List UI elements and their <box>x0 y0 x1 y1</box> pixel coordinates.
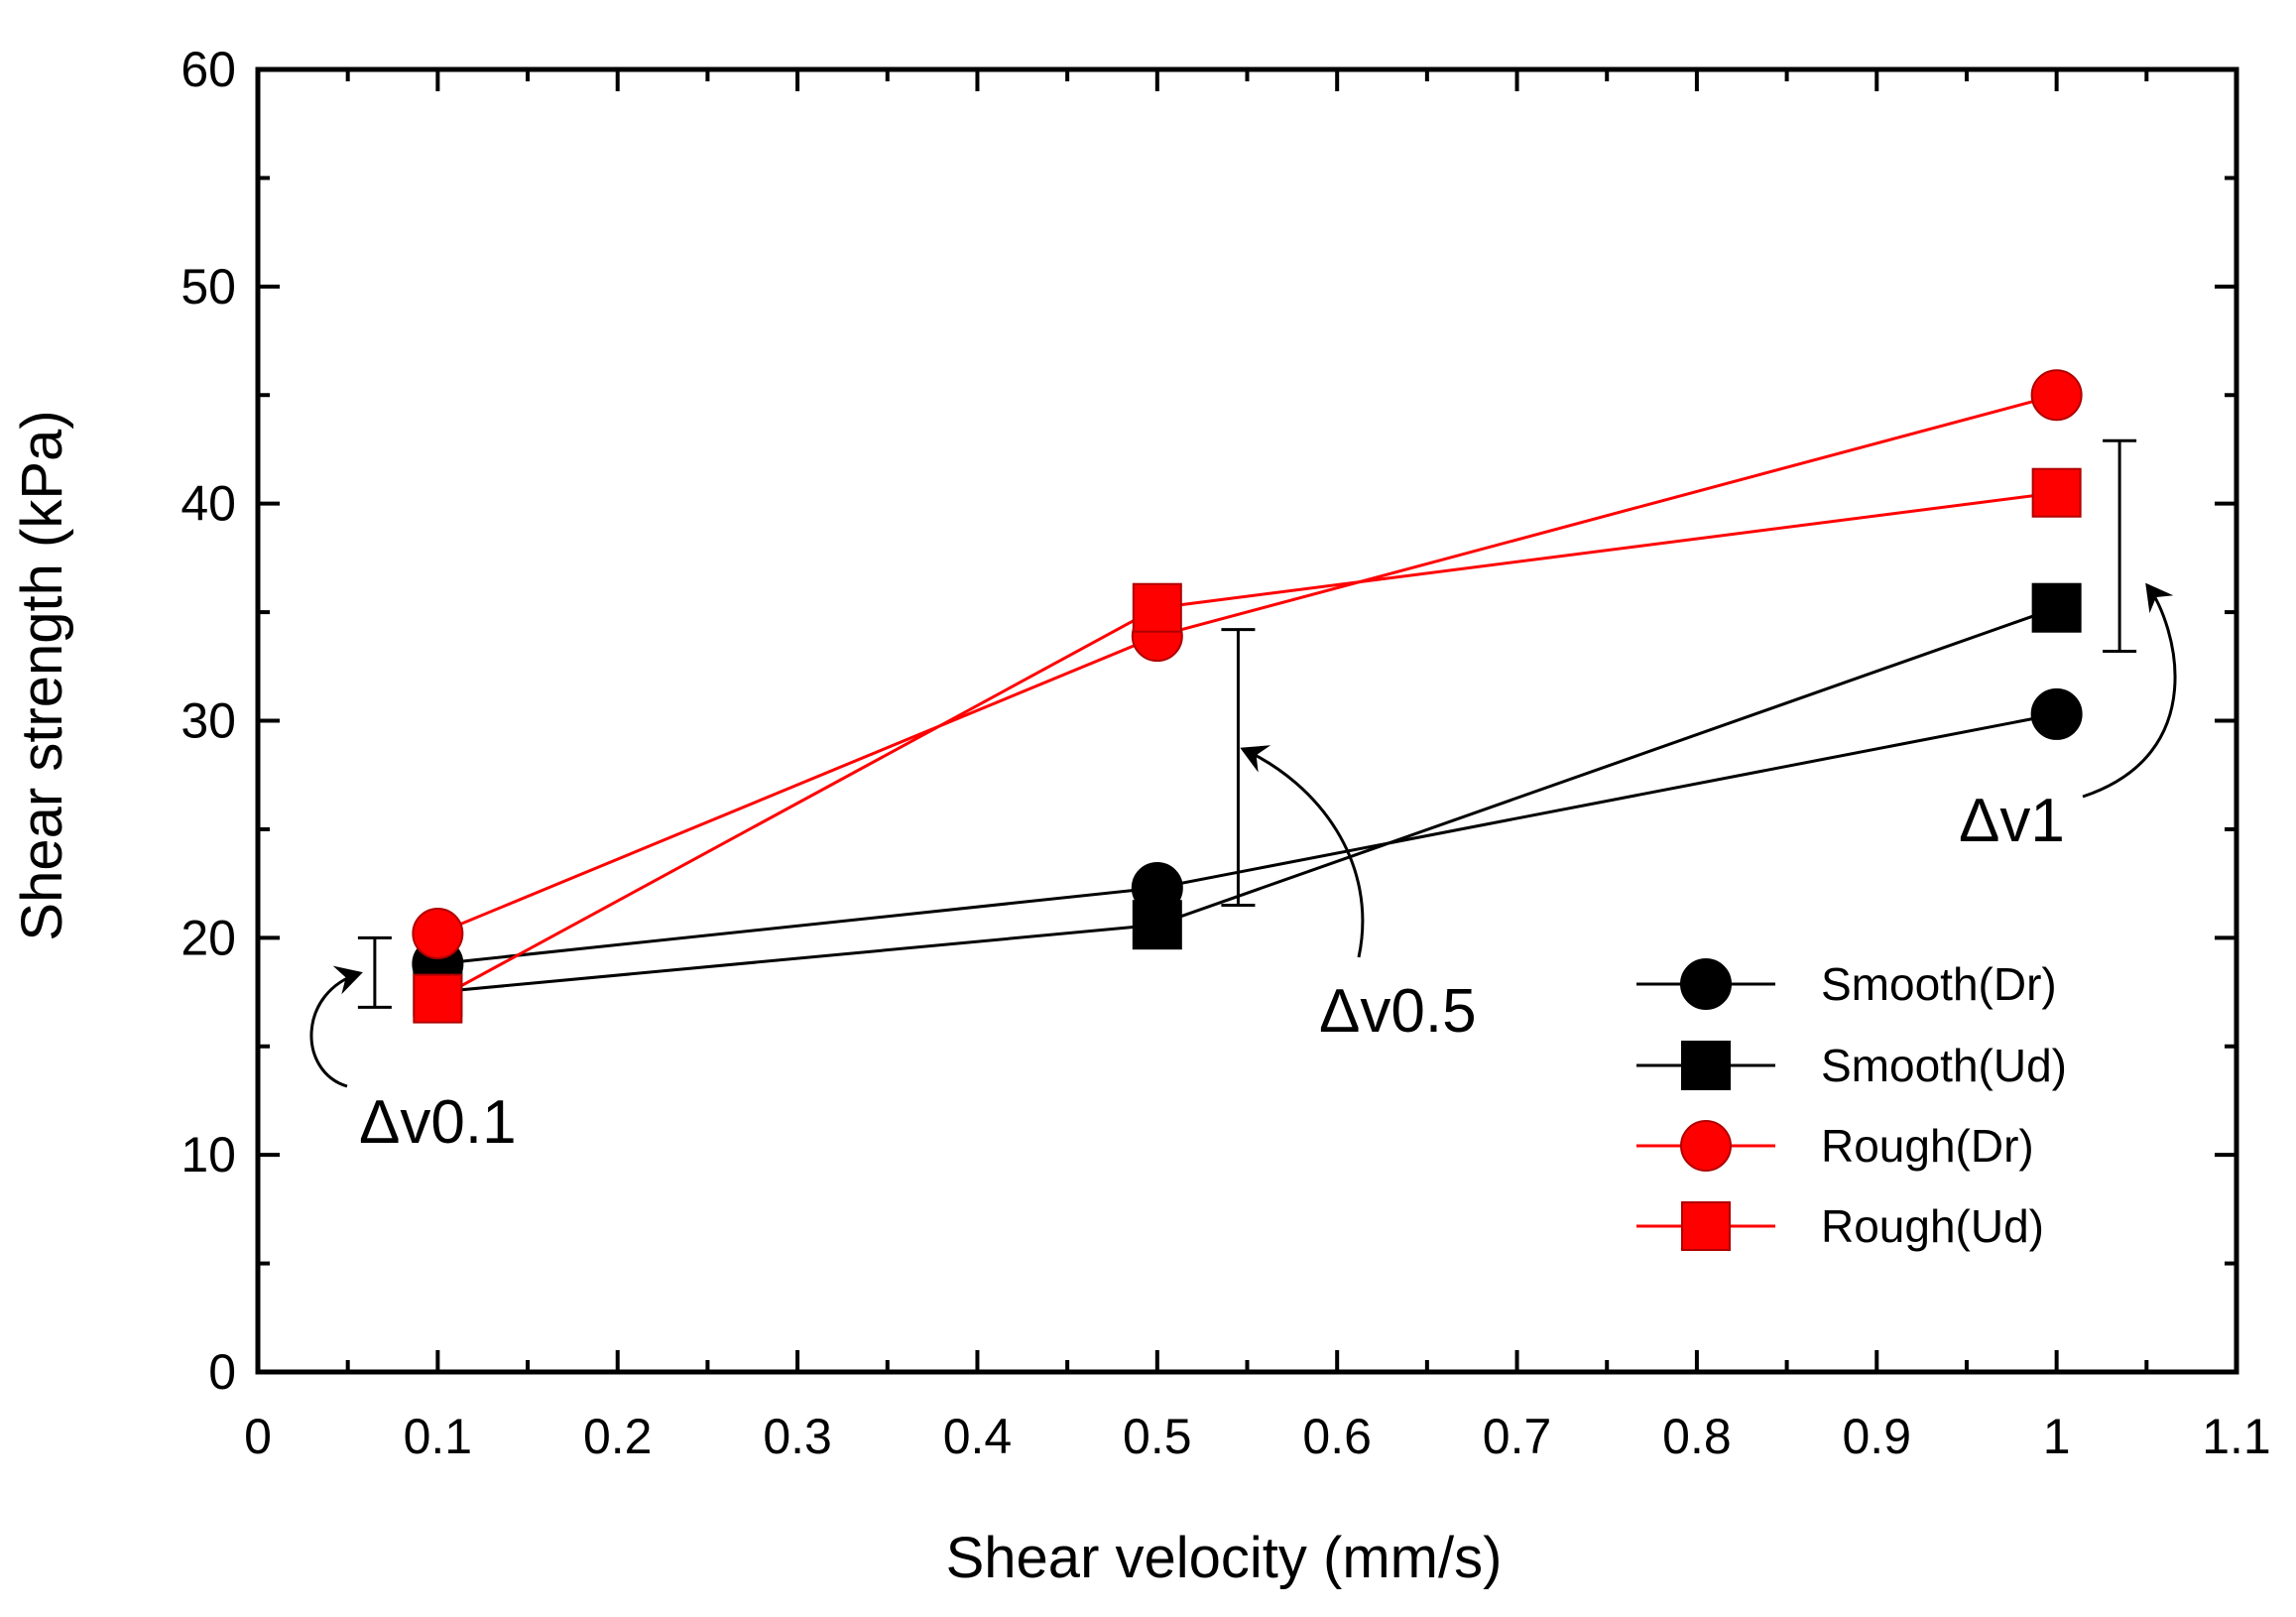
series-line-1 <box>437 606 2058 994</box>
x-tick-label: 0.5 <box>1123 1409 1192 1464</box>
y-tick-label: 50 <box>181 259 236 314</box>
x-tick-label: 0.9 <box>1843 1409 1912 1464</box>
x-tick-label: 0.8 <box>1662 1409 1732 1464</box>
legend-marker <box>1680 958 1732 1010</box>
legend-marker <box>1681 1201 1731 1251</box>
data-point <box>2030 687 2083 740</box>
data-point <box>413 973 463 1024</box>
x-tick-label: 1.1 <box>2202 1409 2271 1464</box>
legend-label: Smooth(Ud) <box>1821 1040 2067 1091</box>
plot-frame <box>255 66 2239 1375</box>
annotation-label: Δv1 <box>1959 787 2065 855</box>
legend-label: Rough(Dr) <box>1821 1120 2034 1172</box>
data-point <box>1132 582 1182 633</box>
series-line-3 <box>436 491 2057 1000</box>
legend-label: Rough(Ud) <box>1821 1200 2044 1252</box>
x-tick-label: 1 <box>2043 1409 2071 1464</box>
data-point <box>412 907 464 959</box>
legend-marker <box>1681 1041 1731 1090</box>
legend-marker <box>1680 1120 1732 1172</box>
data-point <box>2031 582 2082 633</box>
y-tick-label: 0 <box>208 1344 236 1400</box>
x-tick-label: 0.3 <box>763 1409 832 1464</box>
y-tick-label: 40 <box>181 476 236 532</box>
annotation-label: Δv0.5 <box>1319 977 1477 1046</box>
y-tick-label: 60 <box>181 42 236 97</box>
data-point <box>2031 467 2082 518</box>
data-point <box>2030 369 2083 422</box>
annotation-arrow <box>309 965 363 1088</box>
x-tick-label: 0.4 <box>943 1409 1013 1464</box>
annotation-label: Δv0.1 <box>359 1088 517 1157</box>
series-line-2 <box>436 393 2057 935</box>
y-tick-label: 20 <box>181 910 236 965</box>
data-point <box>1132 900 1182 950</box>
annotation-arrow <box>1240 745 1365 958</box>
x-tick-label: 0.6 <box>1302 1409 1372 1464</box>
x-axis-title: Shear velocity (mm/s) <box>946 1526 1503 1590</box>
x-tick-label: 0.2 <box>583 1409 653 1464</box>
x-tick-label: 0.1 <box>404 1409 473 1464</box>
x-tick-label: 0 <box>244 1409 272 1464</box>
annotation-arrow <box>2082 582 2177 799</box>
y-axis-title: Shear strength (kPa) <box>10 410 74 940</box>
legend-label: Smooth(Dr) <box>1821 958 2057 1010</box>
y-tick-label: 10 <box>181 1127 236 1182</box>
x-tick-label: 0.7 <box>1483 1409 1552 1464</box>
y-tick-label: 30 <box>181 693 236 749</box>
